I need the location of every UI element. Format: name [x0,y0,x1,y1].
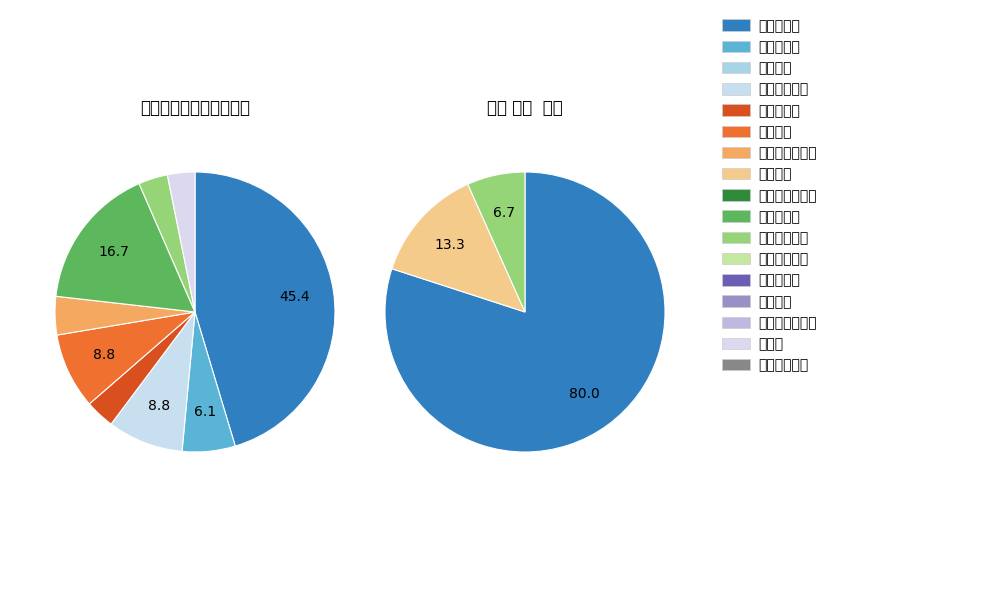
Text: 45.4: 45.4 [279,290,310,304]
Text: 8.8: 8.8 [93,348,115,362]
Wedge shape [89,312,195,424]
Legend: ストレート, ツーシーム, シュート, カットボール, スプリット, フォーク, チェンジアップ, シンカー, 高速スライダー, スライダー, 縦スライダー, : ストレート, ツーシーム, シュート, カットボール, スプリット, フォーク,… [722,19,817,373]
Title: パ・リーグ全プレイヤー: パ・リーグ全プレイヤー [140,100,250,118]
Wedge shape [139,175,195,312]
Text: 80.0: 80.0 [569,386,600,401]
Text: 8.8: 8.8 [148,399,170,413]
Wedge shape [111,312,195,451]
Wedge shape [468,172,525,312]
Wedge shape [385,172,665,452]
Wedge shape [55,296,195,335]
Text: 16.7: 16.7 [98,245,129,259]
Text: 6.7: 6.7 [493,206,515,220]
Wedge shape [56,184,195,312]
Wedge shape [195,172,335,446]
Title: 古川 裕大  選手: 古川 裕大 選手 [487,100,563,118]
Wedge shape [57,312,195,404]
Text: 13.3: 13.3 [435,238,465,251]
Text: 6.1: 6.1 [194,406,216,419]
Wedge shape [167,172,195,312]
Wedge shape [392,184,525,312]
Wedge shape [182,312,235,452]
